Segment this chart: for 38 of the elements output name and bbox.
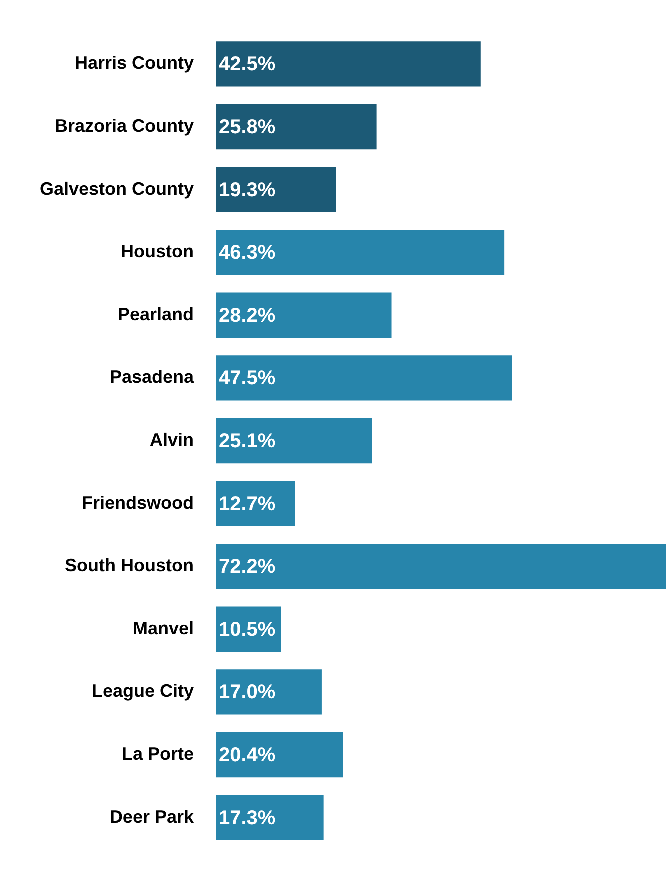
bar bbox=[216, 732, 344, 778]
y-tick-label: La Porte bbox=[122, 744, 194, 764]
y-tick-label: League City bbox=[92, 681, 194, 702]
data-label: 12.7% bbox=[219, 493, 276, 516]
data-label: 72.2% bbox=[219, 556, 276, 578]
y-tick-label: Deer Park bbox=[110, 806, 195, 827]
y-tick-label: Harris County bbox=[74, 53, 194, 74]
bar bbox=[216, 42, 481, 87]
y-tick-label: South Houston bbox=[65, 556, 194, 576]
data-label: 46.3% bbox=[219, 242, 276, 264]
data-label: 17.0% bbox=[219, 682, 276, 704]
bar bbox=[216, 795, 324, 840]
bar bbox=[216, 167, 336, 212]
y-tick-label: Galveston County bbox=[40, 178, 194, 199]
y-tick-label: Brazoria County bbox=[54, 116, 194, 136]
data-label: 10.5% bbox=[219, 618, 276, 641]
data-label: 28.2% bbox=[219, 304, 276, 327]
data-label: 19.3% bbox=[219, 179, 276, 202]
data-label: 25.8% bbox=[219, 116, 276, 139]
bar bbox=[216, 481, 296, 526]
y-tick-label: Manvel bbox=[132, 618, 194, 638]
y-tick-label: Pasadena bbox=[110, 367, 195, 388]
y-tick-label: Alvin bbox=[150, 430, 194, 450]
data-label: 20.4% bbox=[219, 744, 276, 767]
data-label: 47.5% bbox=[219, 368, 276, 390]
y-tick-label: Pearland bbox=[118, 304, 194, 324]
bar bbox=[216, 418, 372, 464]
data-label: 25.1% bbox=[219, 430, 276, 453]
y-tick-label: Friendswood bbox=[82, 492, 194, 513]
bar bbox=[216, 670, 322, 715]
bar bbox=[216, 544, 666, 590]
bar bbox=[216, 230, 505, 276]
bar bbox=[216, 104, 377, 150]
y-tick-label: Houston bbox=[121, 242, 194, 262]
data-label: 17.3% bbox=[219, 807, 276, 830]
bar bbox=[216, 356, 512, 401]
data-label: 42.5% bbox=[219, 54, 276, 76]
bar bbox=[216, 292, 392, 338]
